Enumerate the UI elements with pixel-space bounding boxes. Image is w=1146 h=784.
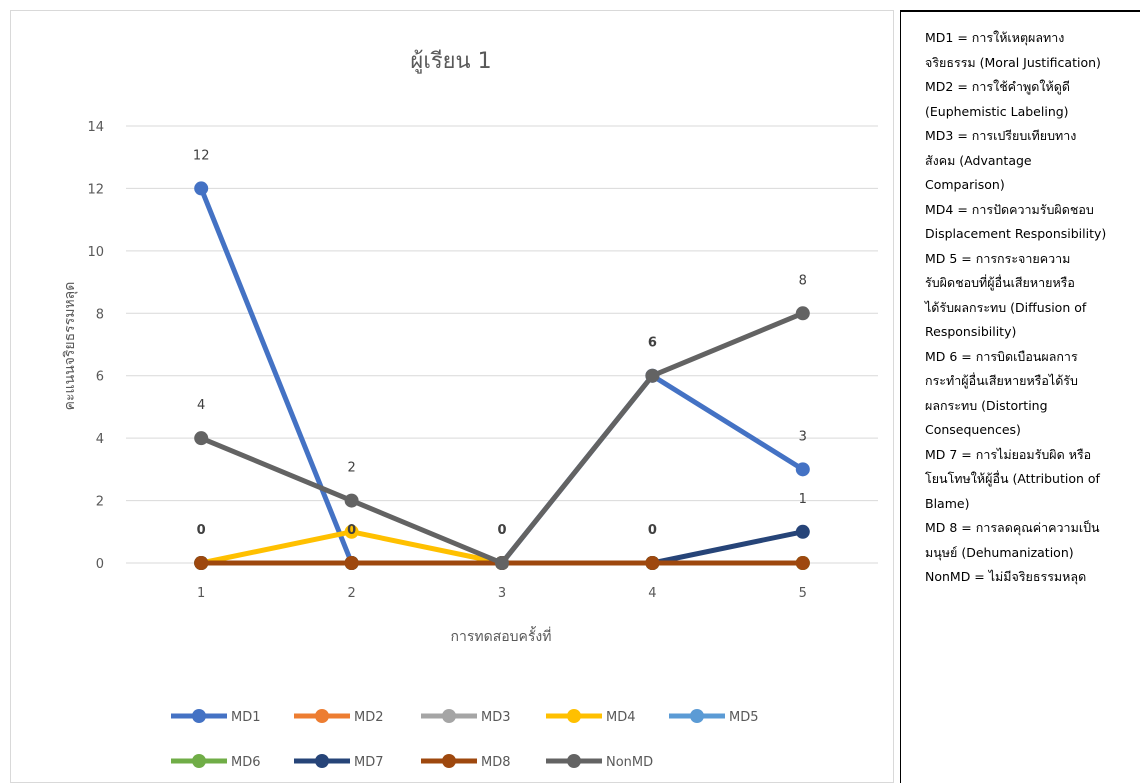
data-label: 4 (197, 398, 205, 413)
legend-swatch-marker (192, 709, 206, 723)
note-line: รับผิดชอบที่ผู้อื่นเสียหายหรือ (925, 275, 1075, 290)
chart-area: ผู้เรียน 1 0 2 4 6 8 10 12 14 1 2 3 4 5 การทดสอบครั้งท… (10, 10, 894, 783)
data-point-md1 (194, 181, 209, 196)
note-line: จริยธรรม (Moral Justification) (925, 54, 1101, 70)
note-line: ผลกระทบ (Distorting (925, 397, 1048, 413)
data-point-md8 (795, 556, 810, 570)
data-point-nonmd (194, 431, 209, 446)
note-line: MD2 = การใช้คำพูดให้ดูดี (925, 79, 1070, 94)
data-label: 8 (799, 273, 807, 288)
data-point-nonmd (495, 556, 509, 570)
data-point-nonmd (645, 368, 660, 383)
data-point-md7 (795, 524, 810, 539)
legend-label-md3: MD3 (481, 710, 511, 725)
note-line: Comparison) (925, 177, 1005, 192)
y-tick-label: 12 (87, 182, 104, 197)
note-line: กระทำผู้อื่นเสียหายหรือได้รับ (925, 373, 1078, 388)
data-point-md8 (194, 556, 209, 570)
legend-label-md4: MD4 (606, 710, 636, 725)
note-line: Consequences) (925, 422, 1021, 437)
legend-swatch-marker (690, 709, 704, 723)
y-tick-label: 0 (96, 557, 104, 572)
legend-swatch-marker (315, 709, 329, 723)
note-line: (Euphemistic Labeling) (925, 103, 1069, 119)
note-line: มนุษย์ (Dehumanization) (925, 544, 1074, 560)
y-tick-label: 2 (96, 495, 104, 510)
note-line: MD1 = การให้เหตุผลทาง (925, 30, 1065, 45)
y-tick-label: 6 (96, 370, 104, 385)
legend-label-md5: MD5 (729, 710, 759, 725)
data-label: 0 (497, 523, 506, 538)
legend-label-md1: MD1 (231, 710, 261, 725)
legend-swatch-marker (315, 754, 329, 768)
data-label: 2 (347, 461, 355, 476)
legend-label-md7: MD7 (354, 755, 384, 770)
note-line: MD 6 = การบิดเบือนผลการ (925, 348, 1078, 364)
legend-label-md6: MD6 (231, 755, 261, 770)
x-tick-label: 1 (197, 586, 205, 601)
y-tick-label: 10 (87, 245, 104, 260)
note-line: Responsibility) (925, 324, 1017, 339)
note-line: ได้รับผลกระทบ (Diffusion of (925, 299, 1087, 315)
legend-swatch-marker (442, 709, 456, 723)
data-label: 0 (347, 523, 356, 538)
y-tick-label: 14 (87, 120, 104, 135)
data-label: 3 (799, 429, 807, 444)
x-tick-label: 2 (347, 586, 355, 601)
x-tick-label: 3 (498, 586, 506, 601)
x-axis-label: การทดสอบครั้งที่ (451, 626, 552, 645)
note-line: MD 7 = การไม่ยอมรับผิด หรือ (925, 446, 1092, 462)
note-line: สังคม (Advantage (925, 152, 1032, 168)
abbreviation-notes-panel: MD1 = การให้เหตุผลทางจริยธรรม (Moral Jus… (900, 10, 1140, 783)
legend-swatch-marker (442, 754, 456, 768)
legend-label-md8: MD8 (481, 755, 511, 770)
legend-swatch-marker (192, 754, 206, 768)
chart-title: ผู้เรียน 1 (410, 49, 491, 74)
data-point-nonmd (344, 493, 359, 508)
note-line: MD 5 = การกระจายความ (925, 250, 1071, 266)
data-label: 0 (648, 523, 657, 538)
data-point-md1 (795, 462, 810, 477)
y-axis-label: คะแนนจริยธรรมหลุด (62, 282, 78, 411)
data-point-md8 (344, 556, 359, 570)
note-line: โยนโทษให้ผู้อื่น (Attribution of (925, 471, 1100, 486)
legend-label-nonmd: NonMD (606, 755, 653, 770)
data-label: 1 (799, 492, 807, 507)
note-line: MD4 = การปัดความรับผิดชอบ (925, 201, 1094, 217)
data-point-nonmd (795, 306, 810, 321)
data-point-md4 (344, 524, 359, 539)
legend-swatch-marker (567, 709, 581, 723)
note-line: Blame) (925, 495, 970, 511)
x-tick-label: 5 (799, 586, 807, 601)
note-line: NonMD = ไม่มีจริยธรรมหลุด (925, 569, 1087, 584)
note-line: MD3 = การเปรียบเทียบทาง (925, 128, 1077, 143)
data-label: 6 (648, 336, 657, 351)
legend-swatch-marker (567, 754, 581, 768)
x-tick-label: 4 (648, 586, 656, 601)
y-tick-label: 4 (96, 432, 104, 447)
y-tick-label: 8 (96, 307, 104, 322)
data-label: 0 (197, 523, 206, 538)
data-point-md8 (645, 556, 660, 570)
note-line: Displacement Responsibility) (925, 226, 1107, 241)
legend-label-md2: MD2 (354, 710, 384, 725)
note-line: MD 8 = การลดคุณค่าความเป็น (925, 520, 1100, 535)
data-label: 12 (193, 148, 210, 163)
